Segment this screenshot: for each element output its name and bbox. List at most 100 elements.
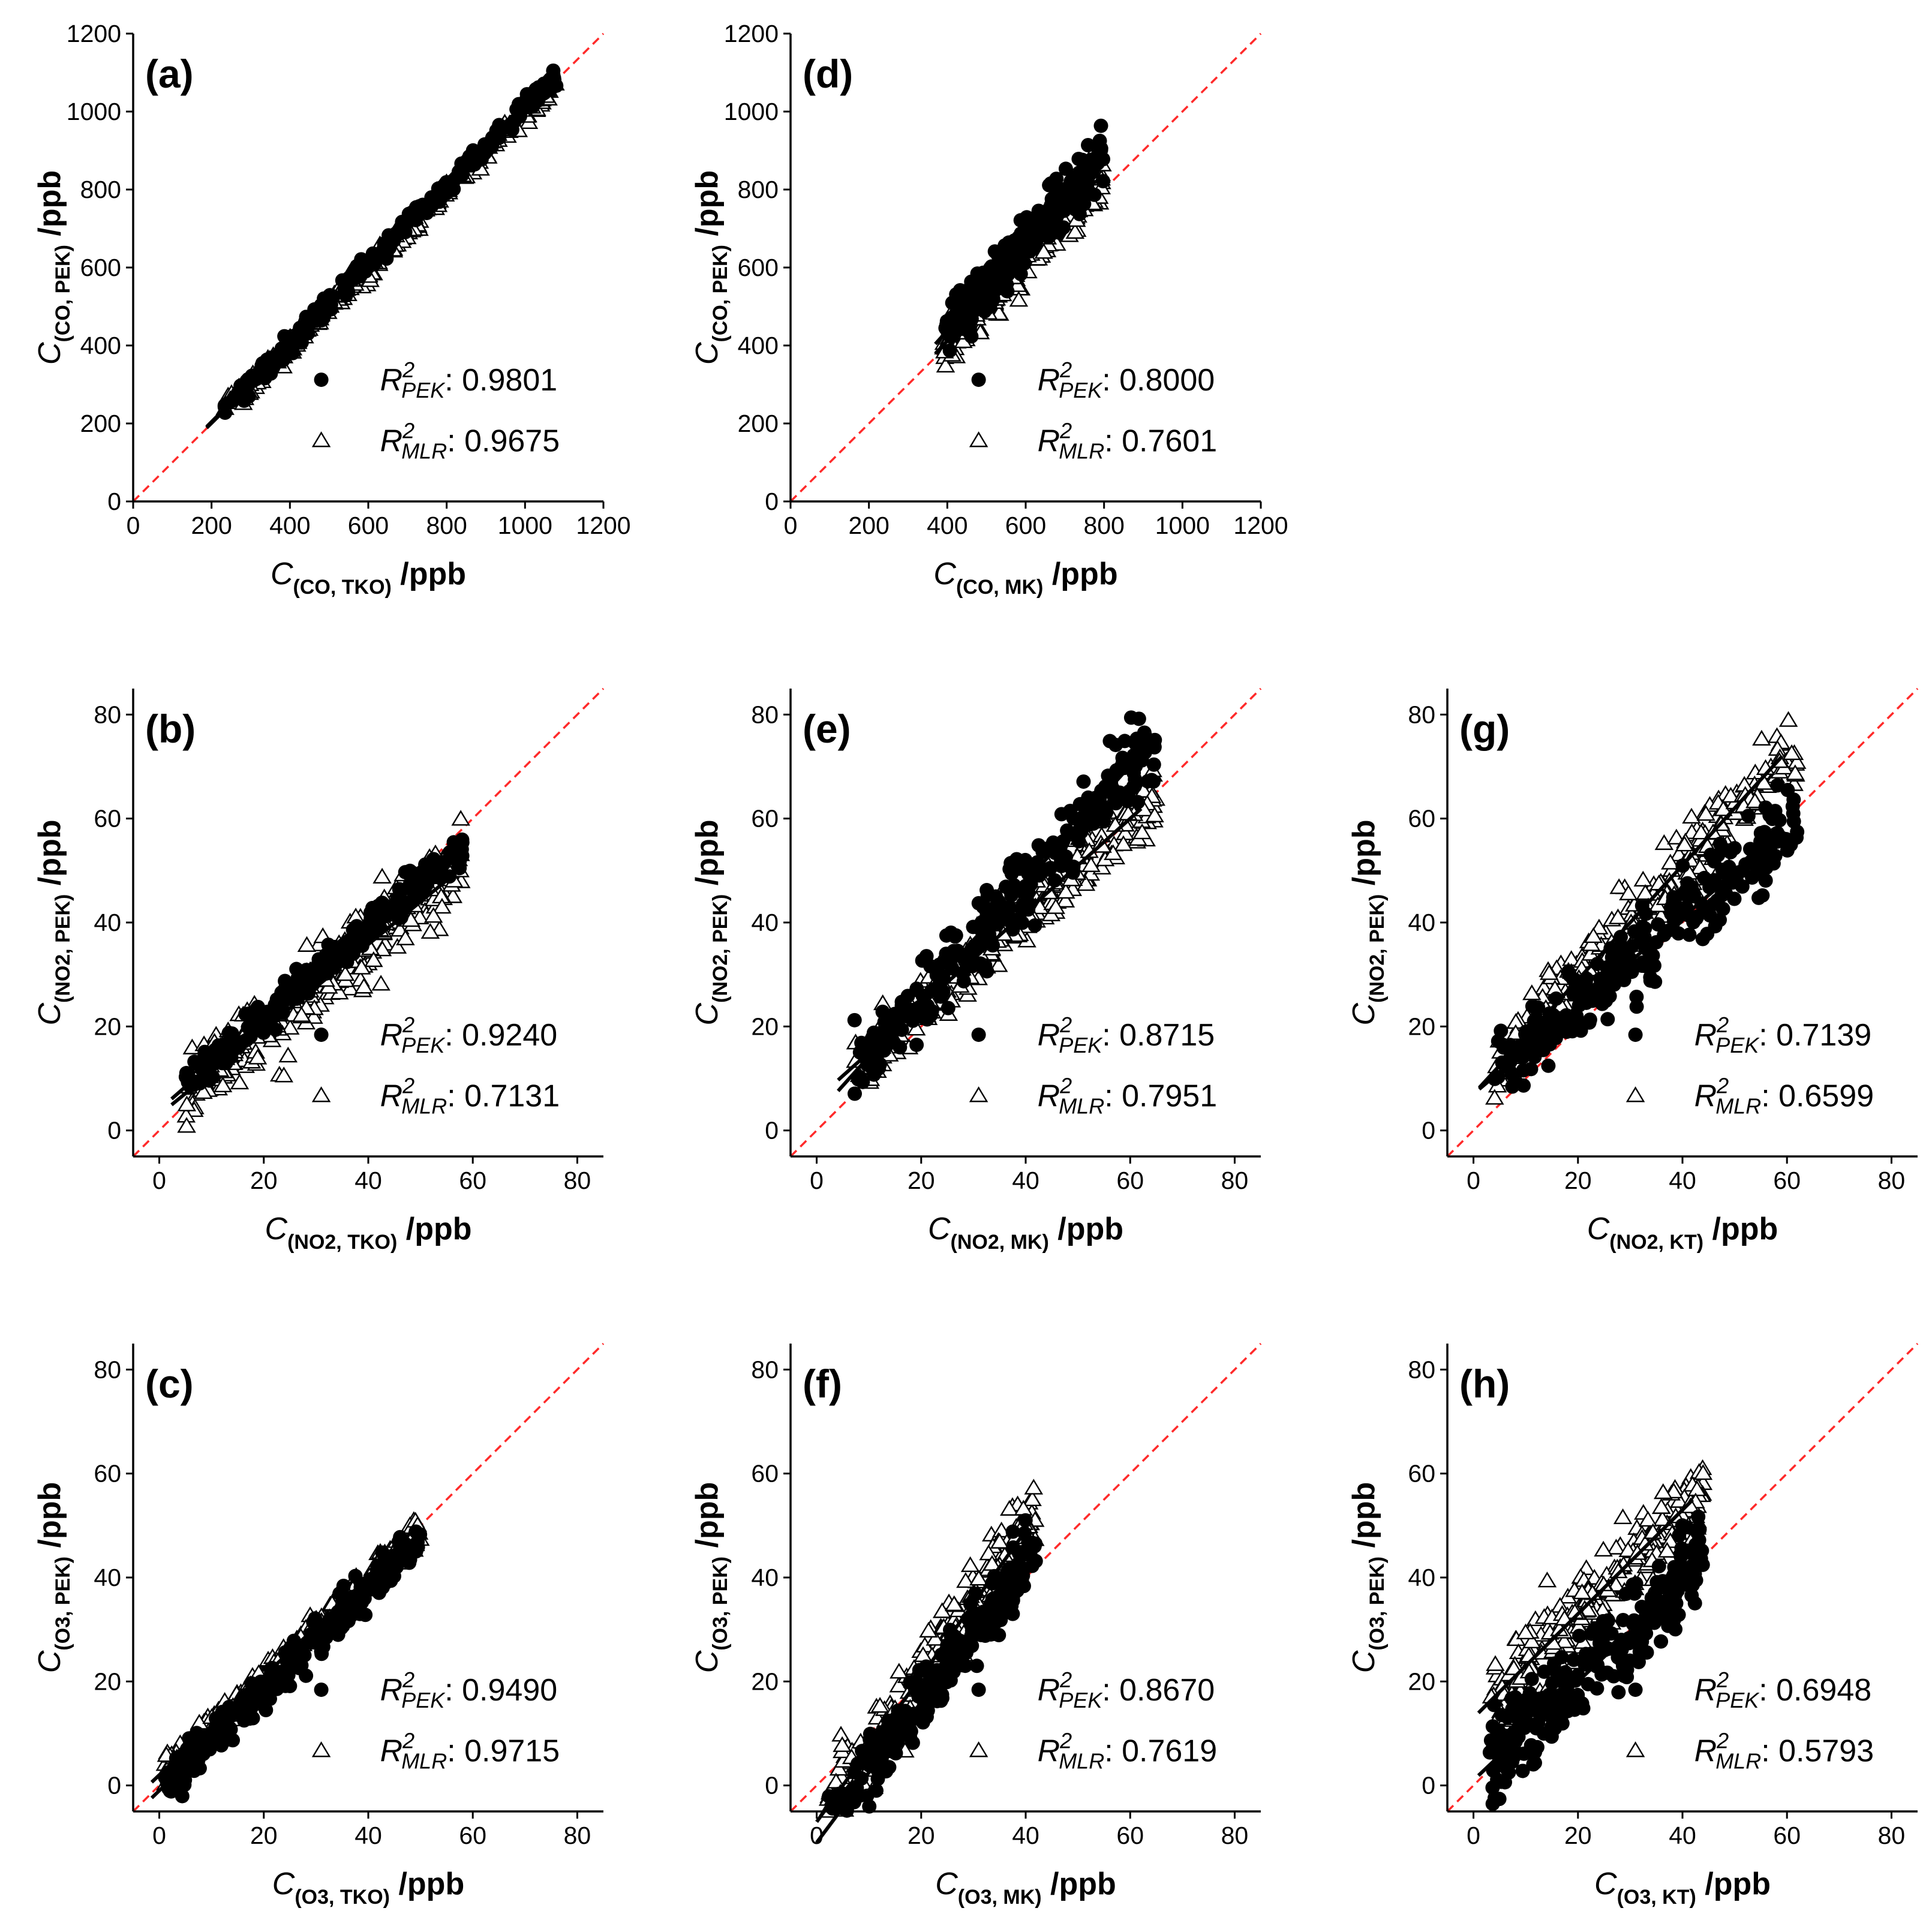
legend-mlr-marker xyxy=(311,1741,331,1757)
mlr-point xyxy=(1486,1655,1505,1671)
pek-point xyxy=(1723,845,1738,860)
legend-pek-sub: PEK xyxy=(401,378,446,402)
legend-pek-sub: PEK xyxy=(1715,1688,1760,1712)
pek-point xyxy=(1757,855,1772,870)
x-axis-symbol: C xyxy=(272,1867,295,1901)
legend-pek-sub: PEK xyxy=(1059,1688,1103,1712)
pek-point xyxy=(370,1558,385,1573)
pek-point xyxy=(966,920,981,935)
pek-point xyxy=(192,1761,207,1776)
mlr-point xyxy=(1752,729,1771,746)
y-axis-symbol: C xyxy=(690,1650,725,1673)
y-axis-unit: /ppb xyxy=(1347,819,1381,894)
pek-point xyxy=(1742,842,1757,857)
pek-point xyxy=(945,961,960,976)
legend-pek-marker xyxy=(314,1682,329,1697)
legend-r-symbol: R xyxy=(1694,1673,1717,1708)
mlr-point xyxy=(213,1076,233,1093)
pek-point xyxy=(1027,918,1042,933)
mlr-point xyxy=(1778,711,1798,727)
pek-point xyxy=(1572,1016,1587,1031)
pek-point xyxy=(1542,1687,1557,1702)
pek-point xyxy=(1562,967,1577,982)
legend-mlr-text: R2 MLR: 0.7601 xyxy=(1038,419,1218,464)
pek-point xyxy=(1497,1775,1512,1790)
pek-point xyxy=(1637,958,1652,973)
legend-pek-marker xyxy=(1628,1027,1643,1042)
pek-point xyxy=(549,78,564,93)
pek-point xyxy=(1056,220,1071,235)
y-tick-label: 20 xyxy=(751,1012,779,1040)
y-tick-label: 600 xyxy=(738,254,779,281)
y-axis-symbol: C xyxy=(1347,1650,1381,1673)
mlr-point xyxy=(335,965,355,981)
mlr-point xyxy=(1653,1483,1673,1500)
pek-point xyxy=(997,245,1012,260)
x-tick-label: 0 xyxy=(810,1822,824,1849)
y-axis-subscript: (O3, PEK) xyxy=(1366,1557,1389,1651)
mlr-point xyxy=(230,1073,250,1090)
legend-r-symbol: R xyxy=(380,1079,403,1114)
x-tick-label: 60 xyxy=(1116,1167,1144,1194)
pek-point xyxy=(1541,1058,1556,1073)
legend-r-symbol: R xyxy=(1694,1079,1717,1114)
legend-r2-sup: 2 xyxy=(402,1667,414,1692)
legend-pek-sub: PEK xyxy=(401,1033,446,1057)
y-axis-unit: /ppb xyxy=(1347,1482,1381,1557)
mlr-point xyxy=(354,978,374,994)
pek-point xyxy=(1524,1672,1539,1687)
y-axis-unit: /ppb xyxy=(690,170,725,245)
pek-point xyxy=(1770,778,1785,793)
pek-point xyxy=(1550,1666,1565,1681)
pek-point xyxy=(1619,1662,1634,1677)
pek-point xyxy=(1766,810,1781,825)
legend-pek-text: R2 PEK: 0.8000 xyxy=(1038,357,1215,402)
pek-point xyxy=(1492,1792,1507,1807)
pek-point xyxy=(1691,1509,1706,1524)
pek-point xyxy=(375,1545,390,1560)
x-tick-label: 20 xyxy=(250,1822,278,1849)
legend-mlr-marker xyxy=(311,431,331,447)
x-axis-subscript: (CO, TKO) xyxy=(293,576,392,599)
mlr-point xyxy=(1609,878,1628,894)
legend-mlr-value: : 0.5793 xyxy=(1761,1734,1874,1769)
pek-point xyxy=(378,1575,393,1590)
pek-point xyxy=(1531,1000,1546,1015)
mlr-point xyxy=(1132,823,1152,840)
y-tick-label: 0 xyxy=(765,1772,779,1799)
mlr-point xyxy=(372,867,392,884)
x-axis-symbol: C xyxy=(1594,1867,1617,1901)
y-axis-symbol: C xyxy=(1347,1003,1381,1026)
pek-point xyxy=(277,329,292,344)
mlr-point xyxy=(1682,807,1701,824)
x-tick-label: 1200 xyxy=(1233,512,1288,539)
x-tick-label: 60 xyxy=(459,1167,486,1194)
legend-pek-marker xyxy=(314,372,329,387)
y-tick-label: 80 xyxy=(1408,701,1435,728)
mlr-point xyxy=(1675,836,1694,852)
mlr-point xyxy=(1594,1540,1613,1557)
pek-point xyxy=(268,1022,283,1037)
mlr-point xyxy=(990,1533,1009,1549)
legend-pek-value: : 0.8715 xyxy=(1102,1018,1215,1053)
mlr-point xyxy=(1619,884,1638,900)
legend-pek-value: : 0.9240 xyxy=(444,1018,557,1053)
pek-point xyxy=(1690,1542,1705,1557)
y-tick-label: 200 xyxy=(80,410,121,437)
legend-mlr-sub: MLR xyxy=(1715,1094,1761,1119)
pek-point xyxy=(1581,1676,1596,1691)
y-axis-subscript: (O3, PEK) xyxy=(52,1557,74,1651)
pek-fit-line xyxy=(815,1561,1027,1844)
pek-point xyxy=(398,865,413,880)
pek-point xyxy=(1081,818,1096,833)
pek-point xyxy=(1009,852,1024,867)
pek-point xyxy=(1028,1536,1043,1551)
pek-point xyxy=(1786,792,1801,807)
pek-point xyxy=(1786,814,1801,829)
pek-point xyxy=(1146,757,1161,772)
mlr-point xyxy=(1606,1576,1626,1592)
y-tick-label: 0 xyxy=(765,488,779,515)
pek-point xyxy=(1072,206,1087,221)
mlr-fit-line xyxy=(934,179,1098,355)
